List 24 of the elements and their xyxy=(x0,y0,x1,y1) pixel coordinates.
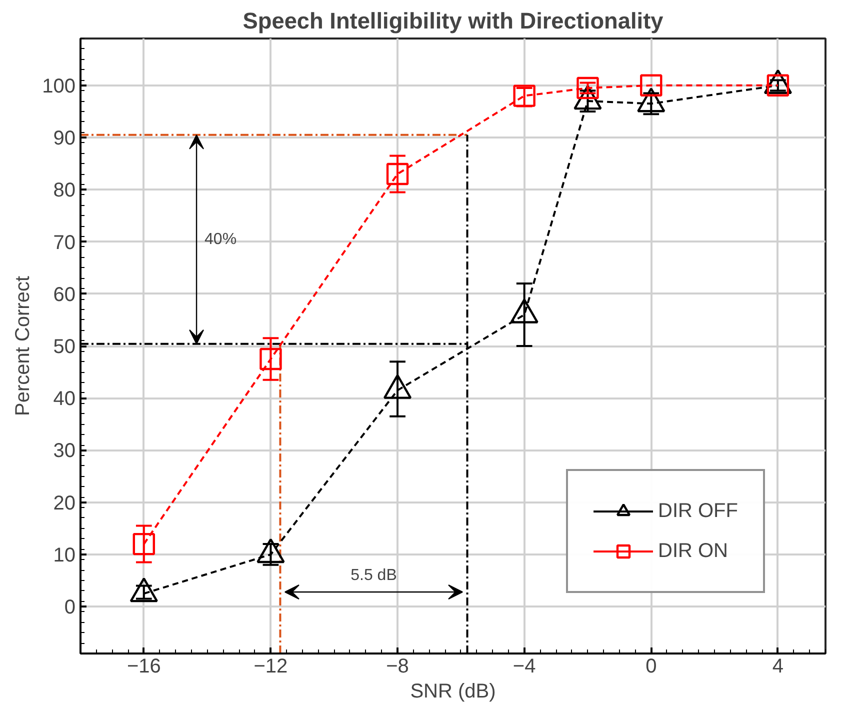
legend-label: DIR ON xyxy=(658,540,728,562)
y-tick-label: 40 xyxy=(53,388,76,410)
annotation: 40% xyxy=(204,230,237,248)
x-tick-label: 0 xyxy=(646,656,657,678)
x-tick-label: −8 xyxy=(386,656,409,678)
y-tick-label: 90 xyxy=(53,128,76,150)
y-tick-label: 0 xyxy=(64,596,76,619)
x-tick-label: −16 xyxy=(126,656,161,678)
y-tick-label: 60 xyxy=(53,284,76,306)
legend-label: DIR OFF xyxy=(658,500,738,522)
y-tick-label: 30 xyxy=(53,440,76,462)
x-tick-label: −4 xyxy=(512,656,536,678)
y-tick-label: 10 xyxy=(53,544,76,566)
x-tick-label: 4 xyxy=(772,656,784,678)
y-tick-label: 20 xyxy=(53,492,76,514)
chart-title: Speech Intelligibility with Directionality xyxy=(242,8,664,34)
y-axis-title: Percent Correct xyxy=(12,276,34,416)
y-tick-label: 70 xyxy=(53,232,76,254)
x-tick-label: −12 xyxy=(254,656,288,678)
annotation: 5.5 dB xyxy=(350,567,397,584)
y-tick-label: 80 xyxy=(53,180,76,202)
x-axis-title: SNR (dB) xyxy=(410,680,496,702)
y-tick-label: 50 xyxy=(53,336,76,358)
y-tick-label: 100 xyxy=(42,75,76,98)
